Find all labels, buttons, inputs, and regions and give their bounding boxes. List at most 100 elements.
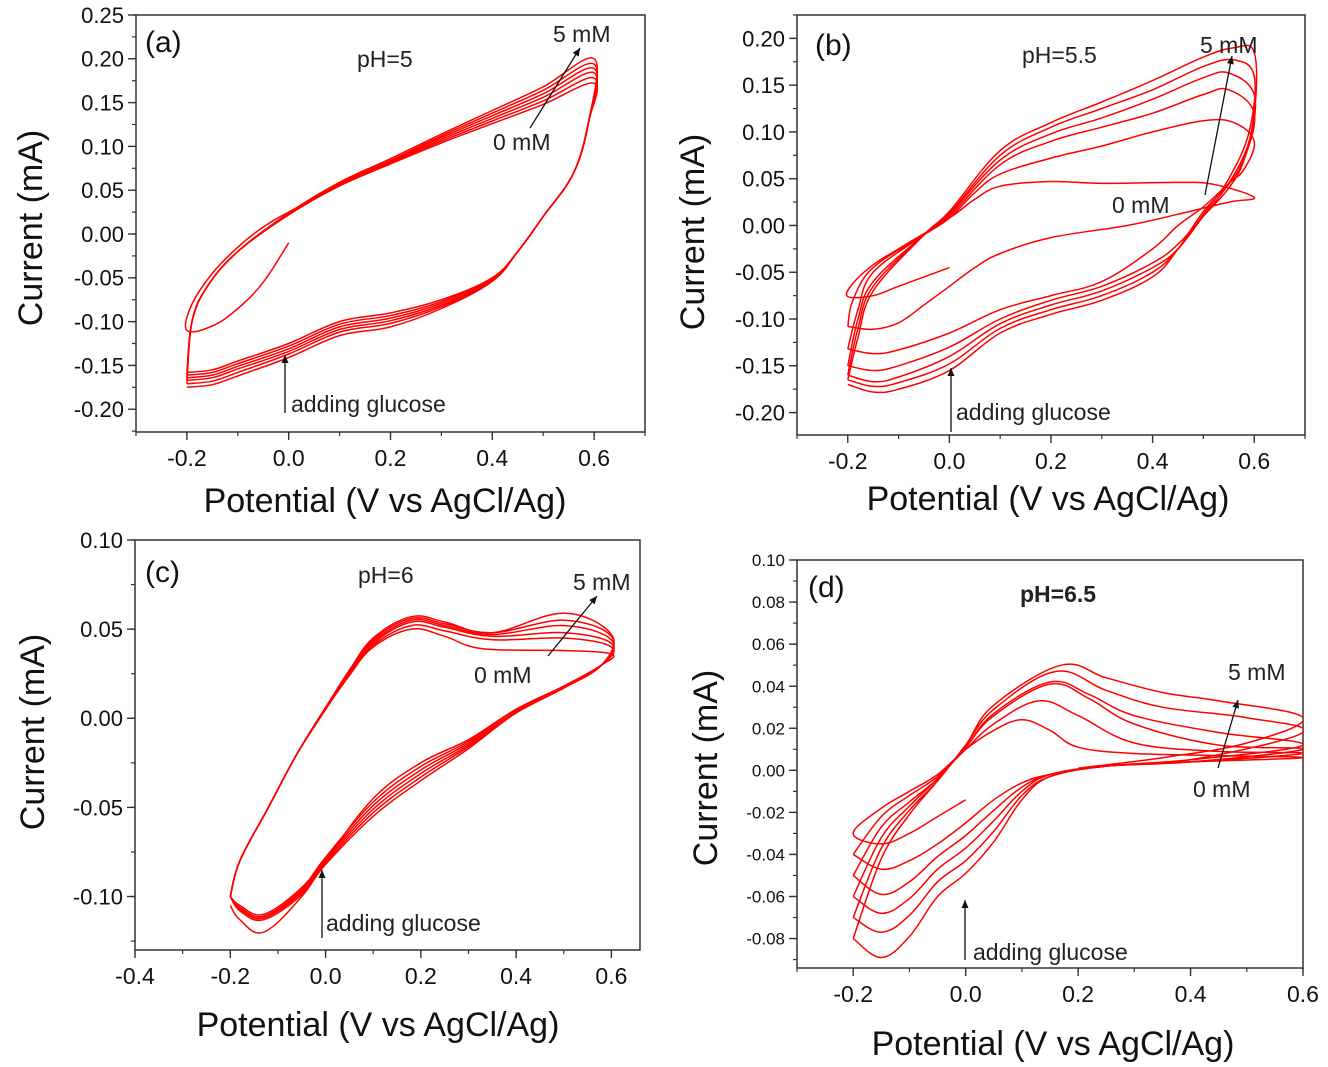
y-tick-label: -0.02 [746,803,785,822]
cv-curve-4 [852,670,1303,959]
x-tick-label: -0.2 [828,448,868,474]
y-tick-label: 0.00 [80,706,123,731]
y-tick-label: -0.05 [74,266,124,291]
y-tick-label: 0.05 [80,617,123,642]
y-tick-label: -0.20 [735,400,785,425]
x-tick-label: -0.2 [210,963,250,989]
concentration-arrow-head [1227,56,1234,65]
cv-curve-5 [186,57,598,389]
x-tick-label: 0.4 [476,445,508,471]
x-tick-label: 0.0 [950,981,982,1007]
x-tick-label: 0.4 [1175,981,1207,1007]
label-0mM: 0 mM [474,662,532,688]
label-5mM: 5 mM [1200,32,1258,58]
y-tick-label: 0.04 [752,677,785,696]
x-tick-label: 0.0 [273,445,305,471]
cv-curves [845,44,1258,394]
y-tick-label: -0.10 [73,884,123,909]
adding-glucose-label: adding glucose [956,399,1111,425]
x-tick-label: 0.4 [1137,448,1169,474]
concentration-arrow-head [589,596,597,605]
concentration-arrow-head [572,48,580,57]
y-tick-label: 0.10 [742,120,785,145]
y-tick-label: 0.10 [752,551,785,570]
label-5mM: 5 mM [1228,659,1286,685]
y-tick-label: -0.08 [746,930,785,949]
x-tick-label: 0.4 [500,963,532,989]
cv-curves [229,612,615,934]
y-tick-label: 0.00 [81,222,124,247]
y-tick-label: 0.20 [81,47,124,72]
x-tick-label: 0.6 [578,445,610,471]
y-tick-label: 0.00 [752,761,785,780]
plot-frame [134,539,641,951]
panel-label: (d) [808,571,845,604]
y-tick-label: -0.05 [735,260,785,285]
x-tick-label: 0.2 [405,963,437,989]
label-0mM: 0 mM [1193,776,1251,802]
y-tick-label: 0.15 [81,91,124,116]
x-tick-label: 0.2 [375,445,407,471]
concentration-arrow [529,47,581,129]
x-axis-title: Potential (V vs AgCl/Ag) [204,482,567,520]
panel-b: 0.200.150.100.050.00-0.05-0.10-0.15-0.20… [674,14,1306,518]
y-tick-label: 0.20 [742,26,785,51]
adding-glucose-label: adding glucose [291,391,446,417]
cv-curve-0 [845,180,1256,331]
y-tick-label: -0.04 [746,846,785,865]
concentration-arrow [547,595,598,657]
label-0mM: 0 mM [493,129,551,155]
x-tick-label: 0.2 [1035,448,1067,474]
x-axis-title: Potential (V vs AgCl/Ag) [197,1006,560,1044]
cv-curve-3 [852,680,1303,933]
adding-glucose-arrow-head [961,900,969,908]
y-tick-label: -0.20 [74,397,124,422]
cv-curve-5 [852,663,1303,939]
y-tick-label: 0.10 [80,528,123,553]
cv-curve-3 [186,67,599,382]
concentration-arrow-head [1232,700,1240,709]
concentration-arrow [1217,699,1239,769]
x-tick-label: 0.2 [1062,981,1094,1007]
x-tick-label: 0.6 [1287,981,1319,1007]
x-tick-label: -0.4 [115,963,155,989]
ph-label: pH=6 [358,562,414,588]
adding-glucose-arrow-head [947,368,955,376]
y-tick-label: 0.10 [81,134,124,159]
cv-curve-2 [847,87,1256,372]
y-tick-label: -0.15 [74,353,124,378]
cv-curve-4 [186,62,599,385]
x-tick-label: 0.0 [933,448,965,474]
y-axis-title: Current (mA) [687,670,725,866]
panel-c: 0.10 0.05 0.00 -0.05 -0.10 -0.4 -0.2 0.0 0.2 0.4 0… [14,528,641,1044]
cv-curve-0 [184,82,599,374]
concentration-arrow [1204,55,1233,196]
y-tick-label: 0.25 [81,3,124,28]
y-tick-label: 0.02 [752,719,785,738]
label-5mM: 5 mM [573,569,631,595]
adding-glucose-label: adding glucose [973,939,1128,965]
panel-d: 0.10 0.08 0.06 0.04 0.02 0.00 -0.02 -0.04 -0.06 -… [687,551,1319,1063]
y-axis-title: Current (mA) [14,634,52,830]
y-tick-label: 0.05 [81,178,124,203]
x-tick-label: -0.2 [167,445,207,471]
y-tick-label: -0.05 [73,795,123,820]
cv-curves [852,663,1303,959]
y-tick-label: 0.00 [742,213,785,238]
cv-curve-4 [847,58,1256,388]
adding-glucose-arrow-head [281,355,289,363]
x-axis-title: Potential (V vs AgCl/Ag) [867,480,1230,518]
y-tick-label: 0.15 [742,73,785,98]
y-tick-label: -0.15 [735,354,785,379]
y-tick-label: 0.06 [752,635,785,654]
adding-glucose-label: adding glucose [326,910,481,936]
ph-label: pH=5.5 [1022,42,1097,68]
cv-curve-4 [229,616,615,920]
panel-label: (c) [145,556,180,589]
cv-curve-0 [229,627,615,934]
cv-curve-1 [847,118,1256,355]
y-tick-label: -0.10 [74,310,124,335]
y-tick-label: -0.06 [746,888,785,907]
plot-frame [796,14,1306,436]
